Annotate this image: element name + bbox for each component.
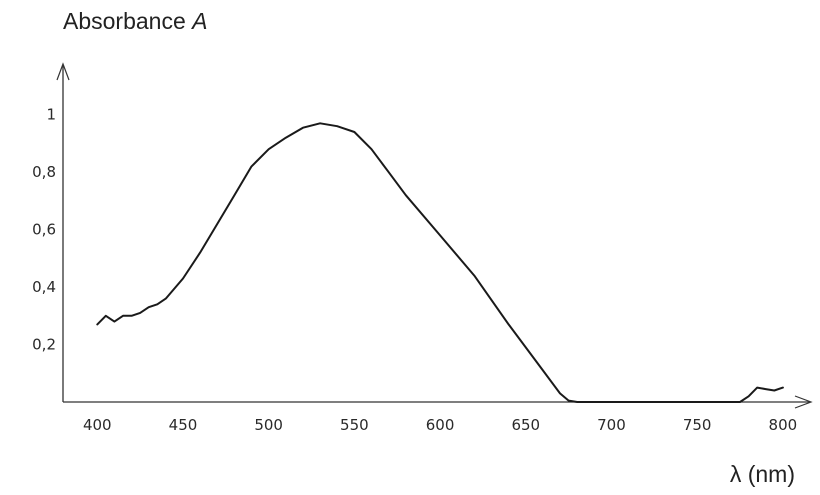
y-axis-title: Absorbance A	[63, 8, 207, 34]
x-tick-label: 700	[597, 416, 626, 434]
x-tick-label: 500	[254, 416, 283, 434]
x-tick-label: 450	[169, 416, 198, 434]
x-tick-label: 550	[340, 416, 369, 434]
x-tick-label: 750	[683, 416, 712, 434]
y-tick-label: 0,2	[32, 336, 56, 354]
y-tick-label: 0,6	[32, 221, 56, 239]
y-axis-title-text: Absorbance	[63, 8, 192, 34]
x-axis-arrowhead	[794, 395, 813, 409]
y-axis-title-variable: A	[190, 8, 207, 34]
y-tick-label: 0,4	[32, 278, 56, 296]
x-tick-label: 600	[426, 416, 455, 434]
absorbance-series-line	[96, 122, 784, 403]
x-tick-label: 400	[83, 416, 112, 434]
x-tick-label: 800	[769, 416, 798, 434]
x-tick-label: 650	[511, 416, 540, 434]
y-tick-label: 0,8	[32, 163, 56, 181]
y-tick-labels: 0,2 0,4 0,6 0,8 1	[32, 106, 56, 354]
y-tick-label: 1	[46, 106, 56, 124]
series-layer	[96, 122, 784, 403]
x-axis-title: λ (nm)	[730, 461, 795, 487]
x-tick-labels: 400 450 500 550 600 650 700 750 800	[83, 416, 797, 434]
y-axis-arrowhead	[56, 62, 70, 81]
